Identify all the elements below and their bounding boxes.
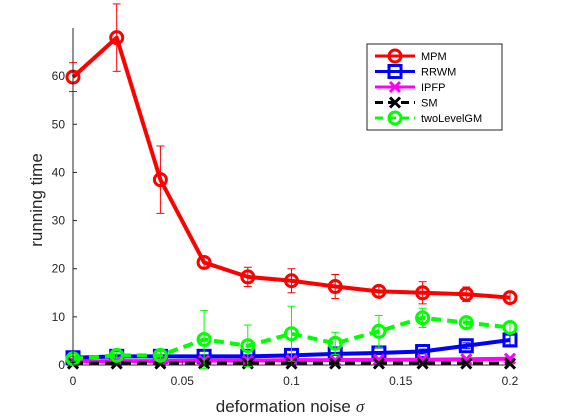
- data-point-sm: [329, 357, 342, 370]
- data-point-mpm: [240, 269, 256, 285]
- legend-label-rrwm: RRWM: [421, 67, 456, 79]
- legend-label-twolevelgm: twoLevelGM: [421, 113, 482, 125]
- data-point-mpm: [458, 286, 474, 302]
- series-line-mpm: [71, 35, 511, 300]
- data-point-sm-stroke: [329, 357, 342, 370]
- data-point-sm: [460, 357, 473, 370]
- plot-area: [65, 3, 518, 370]
- y-tick-label: 10: [52, 310, 66, 324]
- x-axis-label: deformation noise σ: [216, 397, 365, 416]
- y-tick-label: 20: [52, 262, 66, 276]
- data-point-twolevelgm: [371, 323, 387, 339]
- data-point-twolevelgm: [327, 335, 343, 351]
- data-point-mpm: [415, 285, 431, 301]
- legend-marker-rrwm: [387, 64, 403, 79]
- data-point-twolevelgm: [502, 319, 518, 335]
- x-tick-label: 0.1: [283, 374, 300, 388]
- legend-label-mpm: MPM: [421, 51, 447, 63]
- legend-marker-ipfp: [388, 80, 402, 94]
- y-axis-label: running time: [27, 153, 46, 247]
- x-axis-label-text: deformation noise: [216, 397, 351, 416]
- data-point-twolevelgm: [240, 338, 256, 354]
- data-point-ipfp-stroke: [416, 353, 429, 366]
- legend-marker-sm: [388, 96, 402, 109]
- data-point-twolevelgm: [284, 326, 299, 342]
- x-axis-label-symbol: σ: [356, 397, 365, 416]
- axes: 0 0.05 0.1 0.15 0.2 0 10 20 30 40 50 60: [52, 28, 519, 388]
- data-point-ipfp-stroke: [372, 353, 385, 366]
- data-point-rrwm: [415, 344, 431, 360]
- legend-marker-ipfp-stroke: [388, 80, 402, 94]
- legend-label-ipfp: IPFP: [421, 82, 445, 94]
- x-tick-label: 0.2: [502, 374, 519, 388]
- data-point-twolevelgm: [458, 315, 474, 331]
- data-point-mpm: [109, 30, 125, 46]
- data-point-mpm: [502, 290, 518, 306]
- data-point-mpm: [152, 172, 168, 188]
- data-point-twolevelgm: [415, 310, 431, 326]
- data-point-sm-stroke: [460, 357, 473, 370]
- data-point-twolevelgm: [152, 347, 168, 363]
- data-point-mpm: [371, 283, 387, 299]
- legend-label-sm: SM: [421, 98, 438, 110]
- data-point-sm: [372, 357, 385, 370]
- data-point-mpm: [196, 254, 212, 270]
- x-tick-label: 0.15: [389, 374, 413, 388]
- legend-marker-twolevelgm: [387, 110, 403, 126]
- data-point-sm: [416, 357, 429, 370]
- y-tick-label: 40: [52, 165, 66, 179]
- data-point-rrwm: [458, 338, 474, 354]
- x-tick-label: 0.05: [171, 374, 195, 388]
- x-tick-label: 0: [70, 374, 77, 388]
- y-tick-label: 30: [52, 214, 66, 228]
- legend-marker-mpm: [387, 48, 403, 64]
- legend-marker-sm-stroke: [388, 96, 402, 109]
- data-point-sm-stroke: [416, 357, 429, 370]
- data-point-mpm: [327, 279, 343, 295]
- data-point-twolevelgm: [196, 331, 212, 347]
- data-point-twolevelgm: [109, 347, 125, 363]
- y-tick-label: 60: [52, 69, 66, 83]
- legend: MPM RRWM IPFP SM twoLevelGM: [366, 43, 503, 131]
- y-tick-label: 50: [52, 117, 66, 131]
- data-point-sm-stroke: [372, 357, 385, 370]
- y-tick-label: 0: [58, 358, 65, 372]
- series-line-twolevelgm: [72, 315, 511, 361]
- data-point-mpm: [284, 273, 299, 289]
